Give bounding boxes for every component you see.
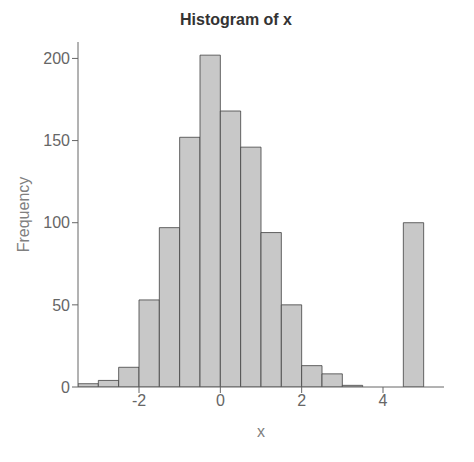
svg-text:4: 4	[379, 392, 388, 409]
html-text:Histogram of x: Histogram of x	[180, 11, 292, 28]
svg-text:150: 150	[43, 132, 70, 149]
svg-text:0: 0	[216, 392, 225, 409]
svg-text:100: 100	[43, 214, 70, 231]
svg-text:Frequency: Frequency	[15, 177, 32, 253]
svg-text:50: 50	[52, 297, 70, 314]
svg-text:200: 200	[43, 50, 70, 67]
svg-text:2: 2	[297, 392, 306, 409]
svg-text:-2: -2	[132, 392, 146, 409]
svg-text:x: x	[257, 423, 265, 440]
svg-text:0: 0	[61, 379, 70, 396]
